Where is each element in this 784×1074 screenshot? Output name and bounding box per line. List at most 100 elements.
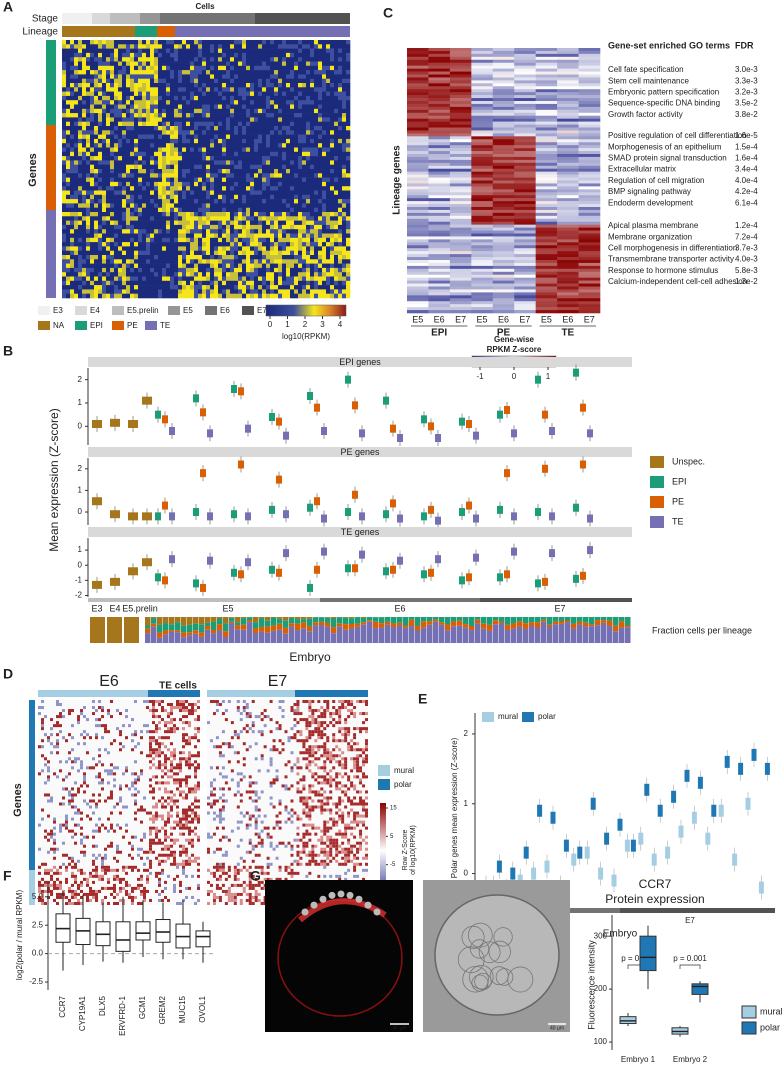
heatmap-cell [182,104,187,110]
heatmap-cell [190,143,195,148]
heatmap-cell [294,293,299,299]
heatmap-cell [106,143,111,148]
heatmap-cell [106,78,111,84]
heatmap-cell [557,112,579,117]
heatmap-cell [270,289,275,294]
heatmap-cell [428,136,451,140]
heatmap-cell [578,227,601,231]
heatmap-cell [198,233,203,239]
legend-swatch [75,321,87,330]
heatmap-cell [322,65,327,71]
heatmap-cell [230,293,235,299]
heatmap-cell [78,44,83,49]
heatmap-cell [218,138,223,144]
heatmap-cell [130,130,135,135]
heatmap-cell [82,40,87,45]
heatmap-cell [134,113,139,118]
heatmap-cell [202,233,207,239]
heatmap-cell [154,61,159,67]
heatmap-cell [198,181,203,187]
heatmap-cell [306,100,311,105]
heatmap-cell [230,259,235,264]
heatmap-cell [290,95,295,101]
heatmap-cell [334,44,339,49]
heatmap-cell [86,272,91,277]
heatmap-cell [74,121,79,127]
heatmap-cell [86,121,91,127]
heatmap-cell [266,83,271,88]
heatmap-cell [166,177,171,183]
heatmap-cell [314,126,319,131]
heatmap-cell [471,142,494,146]
heatmap-cell [214,237,219,243]
heatmap-cell [126,100,131,105]
heatmap-cell [138,121,143,127]
heatmap-cell [514,133,536,137]
heatmap-cell [114,229,119,234]
heatmap-cell [138,246,143,251]
heatmap-cell [282,272,287,277]
heatmap-cell [78,169,83,174]
heatmap-cell [158,212,163,217]
heatmap-cell [428,83,451,87]
heatmap-cell [206,169,211,174]
heatmap-cell [198,186,203,191]
heatmap-cell [142,255,147,260]
heatmap-cell [86,289,91,294]
heatmap-cell [535,151,558,155]
heatmap-cell [130,57,135,62]
heatmap-cell [250,272,255,277]
heatmap-cell [326,250,331,256]
heatmap-cell [250,276,255,282]
heatmap-cell [492,136,515,140]
heatmap-cell [266,95,271,101]
heatmap-cell [186,250,191,256]
heatmap-cell [310,57,315,62]
heatmap-cell [428,180,451,184]
heatmap-cell [62,160,67,165]
heatmap-cell [150,216,155,221]
heatmap-cell [306,156,311,161]
heatmap-cell [94,246,99,251]
heatmap-cell [114,70,119,75]
heatmap-cell [254,74,259,79]
heatmap-cell [282,190,287,196]
heatmap-cell [492,68,515,72]
heatmap-cell [578,133,601,137]
heatmap-cell [428,148,451,152]
heatmap-cell [326,121,331,127]
heatmap-cell [202,207,207,213]
heatmap-cell [150,57,155,62]
heatmap-cell [210,117,215,122]
heatmap-cell [114,65,119,71]
heatmap-cell [270,255,275,260]
heatmap-cell [214,212,219,217]
heatmap-cell [314,113,319,118]
heatmap-cell [210,87,215,92]
heatmap-cell [90,74,95,79]
heatmap-cell [274,276,279,282]
heatmap-cell [278,293,283,299]
heatmap-cell [70,121,75,127]
heatmap-cell [428,159,451,164]
heatmap-cell [242,91,247,97]
heatmap-cell [62,44,67,49]
heatmap-cell [194,83,199,88]
heatmap-cell [302,229,307,234]
heatmap-cell [535,71,558,75]
heatmap-cell [282,267,287,273]
heatmap-cell [182,52,187,58]
heatmap-cell [98,289,103,294]
heatmap-cell [226,199,231,204]
heatmap-cell [102,74,107,79]
heatmap-cell [407,195,429,199]
heatmap-cell [306,169,311,174]
heatmap-cell [310,169,315,174]
heatmap-cell [535,174,558,178]
heatmap-cell [258,87,263,92]
heatmap-cell [242,272,247,277]
heatmap-cell [234,276,239,282]
heatmap-cell [162,246,167,251]
heatmap-cell [254,117,259,122]
